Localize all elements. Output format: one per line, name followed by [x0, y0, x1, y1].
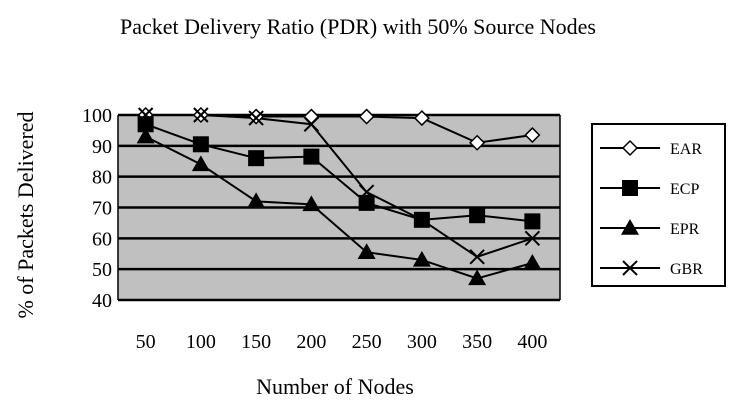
y-axis-title: % of Packets Delivered: [13, 111, 38, 318]
y-tick-label: 60: [92, 228, 112, 250]
x-tick-label: 150: [241, 331, 271, 353]
x-tick-labels: 50 100 150 200 250 300 350 400: [136, 331, 548, 353]
legend-box: [591, 123, 726, 287]
data-point-ear: [524, 126, 541, 144]
data-point-gbr: [469, 249, 485, 265]
data-point-epr: [357, 243, 376, 259]
series-markers: [136, 106, 542, 286]
legend-label-ear: EAR: [670, 141, 702, 158]
data-point-ear: [358, 108, 375, 125]
x-tick-label: 100: [186, 331, 216, 353]
y-tick-label: 50: [92, 259, 112, 281]
data-point-epr: [136, 127, 155, 144]
data-point-gbr: [414, 212, 430, 228]
gridlines: [117, 113, 561, 302]
data-point-epr: [412, 250, 431, 267]
y-tick-label: 80: [92, 167, 112, 189]
data-point-gbr: [303, 116, 320, 132]
legend-marker-ecp: [622, 180, 638, 196]
y-tick-label: 40: [92, 290, 112, 312]
y-tick-label: 70: [92, 198, 112, 220]
legend-label-epr: EPR: [670, 221, 700, 238]
data-point-gbr: [524, 230, 541, 247]
data-point-ecp: [303, 148, 320, 165]
x-tick-label: 400: [517, 331, 547, 353]
series-lines: [145, 114, 533, 280]
x-tick-label: 50: [136, 331, 156, 353]
legend-label-gbr: GBR: [670, 261, 703, 278]
data-point-ecp: [248, 150, 265, 167]
legend: EAR ECP EPR GBR: [591, 123, 726, 287]
series-line-epr: [145, 135, 533, 280]
legend-marker-gbr: [622, 260, 638, 276]
legend-label-ecp: ECP: [670, 181, 699, 198]
y-tick-label: 100: [82, 105, 112, 127]
data-point-ecp: [358, 194, 375, 211]
data-point-ecp: [469, 207, 486, 224]
data-point-gbr: [248, 110, 264, 126]
chart-title: Packet Delivery Ratio (PDR) with 50% Sou…: [120, 14, 596, 39]
x-axis-title: Number of Nodes: [256, 374, 414, 399]
data-point-epr: [247, 192, 266, 209]
legend-marker-epr: [621, 219, 639, 235]
data-point-gbr: [193, 107, 209, 123]
data-point-epr: [523, 254, 542, 270]
y-tick-label: 90: [92, 136, 112, 158]
x-tick-label: 300: [407, 331, 437, 353]
data-point-epr: [302, 195, 321, 212]
data-point-ear: [413, 110, 430, 127]
data-point-ecp: [192, 136, 209, 153]
data-point-epr: [468, 269, 487, 286]
y-tick-labels: 40 50 60 70 80 90 100: [82, 105, 112, 312]
data-point-ecp: [524, 213, 541, 230]
series-line-ecp: [145, 123, 533, 223]
data-point-gbr: [358, 184, 375, 200]
legend-marker-ear: [621, 139, 639, 157]
data-point-epr: [191, 155, 210, 172]
x-tick-label: 350: [462, 331, 492, 353]
data-point-ear: [469, 134, 486, 151]
x-tick-label: 200: [296, 331, 326, 353]
x-tick-label: 250: [352, 331, 382, 353]
series-line-gbr: [145, 114, 533, 258]
data-point-gbr: [137, 107, 154, 123]
